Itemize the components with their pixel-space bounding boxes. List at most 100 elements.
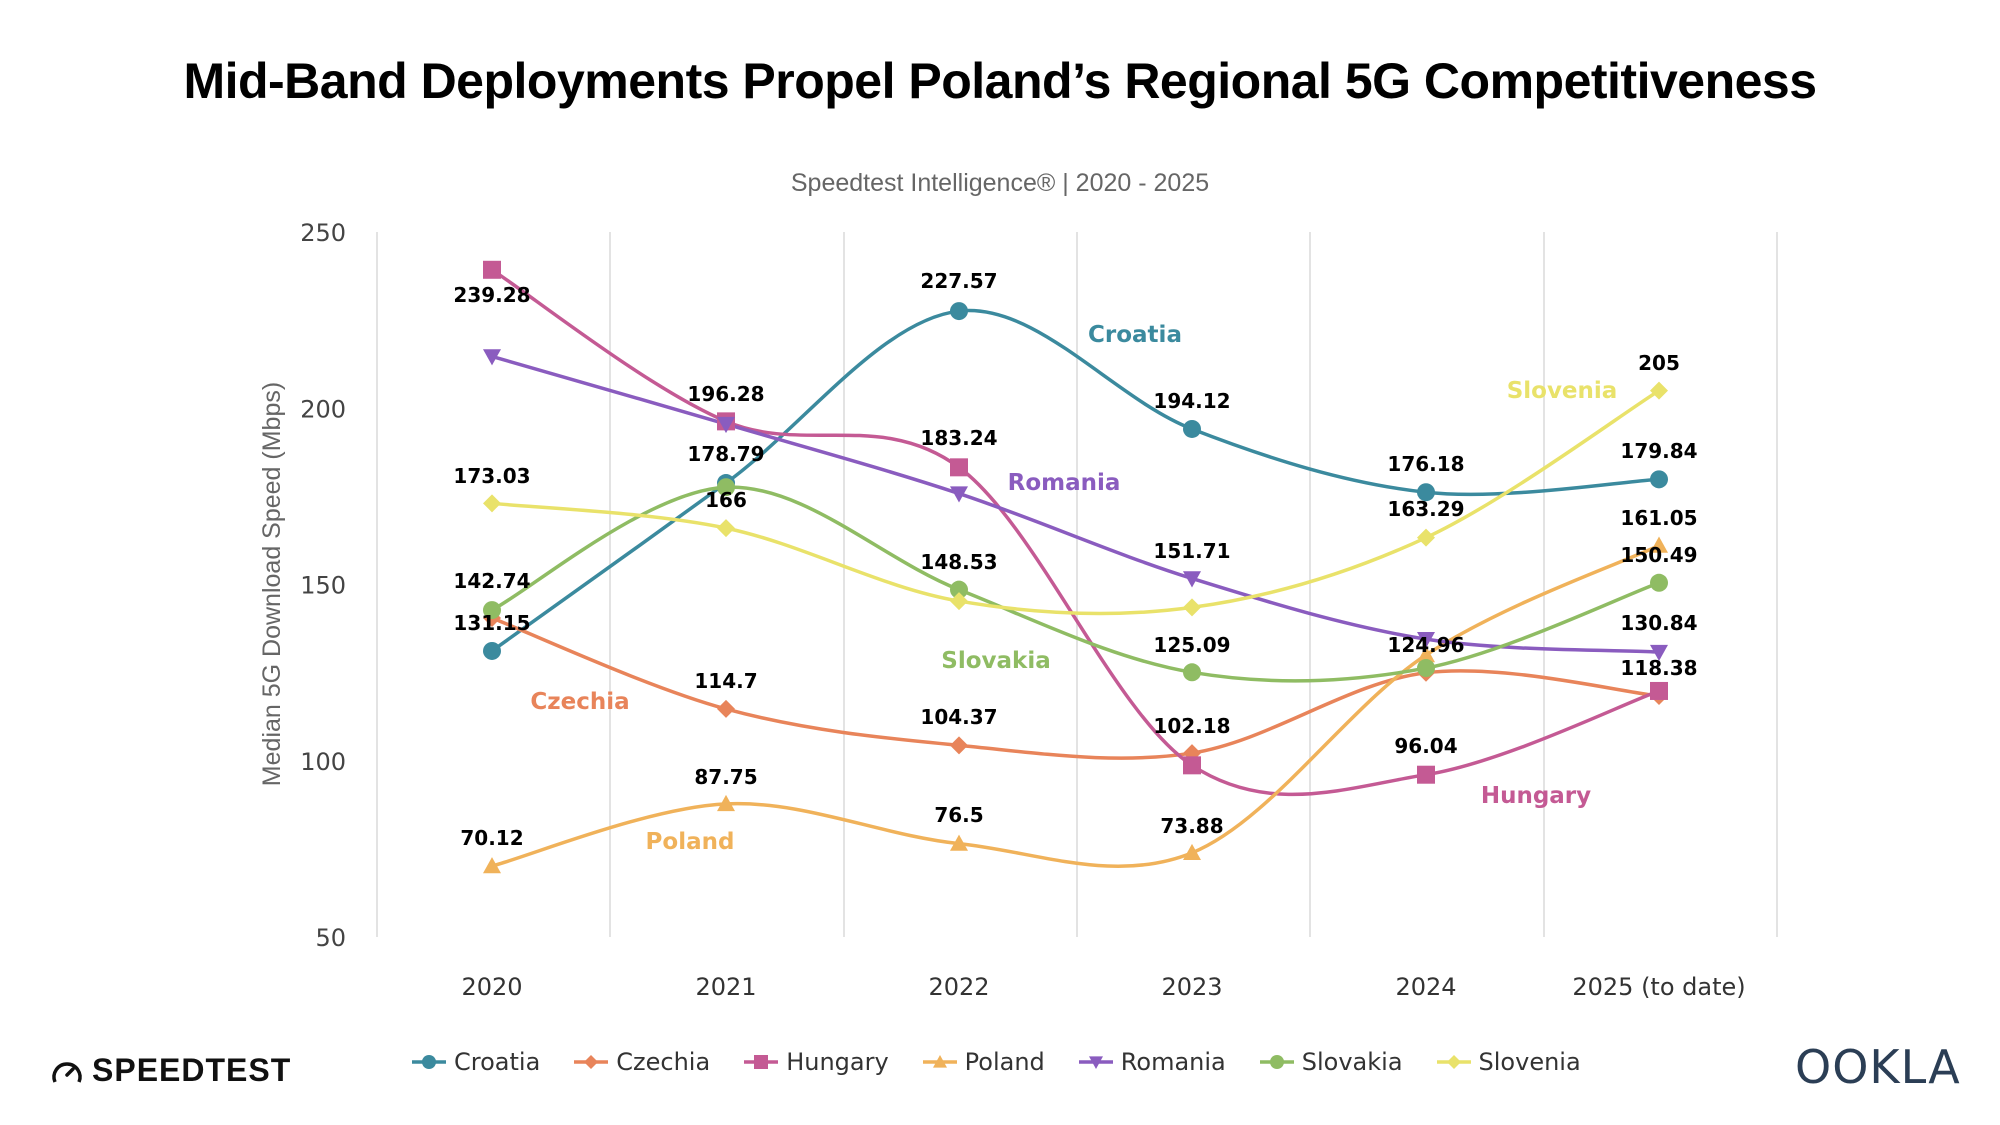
- legend-label: Croatia: [454, 1048, 541, 1076]
- legend-label: Czechia: [616, 1048, 711, 1076]
- legend-marker-poland-icon: [922, 1055, 957, 1068]
- x-tick-label: 2020: [461, 973, 522, 1001]
- data-label-poland: 87.75: [694, 765, 757, 789]
- marker-hungary: [1650, 681, 1668, 700]
- legend-item-czechia: Czechia: [574, 1048, 710, 1076]
- marker-croatia: [1417, 483, 1435, 502]
- marker-romania: [950, 486, 968, 503]
- legend-marker-croatia-icon: [412, 1055, 446, 1069]
- series-markers: [483, 260, 1668, 874]
- chart-title: Mid-Band Deployments Propel Poland’s Reg…: [183, 53, 1817, 109]
- legend-item-slovenia: Slovenia: [1436, 1048, 1581, 1076]
- series-label-hungary: Hungary: [1481, 783, 1591, 809]
- data-label-croatia: 176.18: [1387, 452, 1464, 476]
- data-label-slovakia: 150.49: [1620, 543, 1697, 567]
- y-axis-ticks: 250 200 150 100 50: [300, 219, 346, 952]
- y-tick-label: 100: [300, 748, 346, 776]
- marker-romania: [483, 349, 501, 366]
- data-label-poland: 73.88: [1160, 814, 1223, 838]
- data-label-romania: 151.71: [1153, 539, 1230, 563]
- legend-marker: [422, 1055, 436, 1069]
- data-label-slovenia: 166: [705, 488, 747, 512]
- series-lines: [490, 268, 1660, 868]
- x-tick-label: 2024: [1395, 973, 1456, 1001]
- x-tick-label: 2022: [928, 973, 989, 1001]
- legend-item-hungary: Hungary: [744, 1048, 889, 1076]
- marker-romania: [717, 416, 735, 434]
- line-romania: [491, 354, 1660, 654]
- marker-hungary: [950, 458, 968, 477]
- legend-label: Slovenia: [1478, 1048, 1581, 1076]
- data-label-czechia: 114.7: [694, 669, 757, 693]
- data-labels: 131.15 178.79 227.57 194.12 176.18 179.84 114.…: [453, 269, 1697, 850]
- marker-slovenia: [1183, 598, 1201, 617]
- series-label-slovakia: Slovakia: [941, 648, 1050, 674]
- series-label-croatia: Croatia: [1088, 322, 1182, 348]
- legend-marker-czechia-icon: [574, 1055, 609, 1069]
- marker-slovakia: [717, 478, 735, 497]
- ookla-logo: OOKLA: [1795, 1040, 1961, 1094]
- y-tick-label: 250: [300, 219, 346, 247]
- marker-poland: [950, 834, 968, 851]
- marker-poland: [1650, 536, 1668, 553]
- data-label-slovakia: 142.74: [453, 569, 530, 593]
- data-label-romania: 130.84: [1620, 611, 1697, 635]
- line-croatia: [490, 308, 1660, 653]
- marker-slovakia: [1650, 573, 1668, 592]
- marker-slovakia: [1417, 659, 1435, 678]
- data-label-hungary: 196.28: [687, 382, 764, 406]
- legend-item-slovakia: Slovakia: [1259, 1048, 1403, 1076]
- marker-slovenia: [1650, 381, 1668, 400]
- data-label-czechia: 118.38: [1620, 656, 1697, 680]
- y-tick-label: 50: [315, 924, 346, 952]
- legend-marker: [932, 1055, 947, 1068]
- legend-label: Slovakia: [1301, 1048, 1403, 1076]
- legend-marker-slovenia-icon: [1436, 1055, 1471, 1069]
- series-label-poland: Poland: [646, 829, 735, 855]
- legend: Croatia Czechia Hungary Poland Romania Slovak…: [412, 1048, 1581, 1076]
- data-label-poland: 76.5: [934, 803, 983, 827]
- legend-label: Hungary: [786, 1048, 889, 1076]
- legend-marker-romania-icon: [1078, 1056, 1113, 1069]
- marker-slovenia: [1417, 528, 1435, 547]
- data-label-slovakia: 148.53: [920, 550, 997, 574]
- marker-croatia: [1650, 470, 1668, 489]
- legend-item-romania: Romania: [1078, 1048, 1226, 1076]
- marker-slovakia: [950, 580, 968, 599]
- y-tick-label: 150: [300, 572, 346, 600]
- y-axis-title: Median 5G Download Speed (Mbps): [258, 382, 286, 786]
- speedtest-wordmark: SPEEDTEST: [92, 1052, 292, 1088]
- line-hungary: [491, 268, 1660, 797]
- data-label-hungary: 183.24: [920, 426, 997, 450]
- data-label-croatia: 178.79: [687, 442, 764, 466]
- data-label-slovakia: 125.09: [1153, 633, 1230, 657]
- legend-marker: [584, 1055, 599, 1069]
- legend-marker: [754, 1055, 769, 1069]
- data-label-slovenia: 163.29: [1387, 497, 1464, 521]
- marker-slovenia: [483, 494, 501, 513]
- legend-label: Poland: [964, 1048, 1045, 1076]
- line-poland: [491, 543, 1660, 868]
- y-tick-label: 200: [300, 395, 346, 423]
- marker-hungary: [1417, 765, 1435, 784]
- series-label-romania: Romania: [1008, 470, 1121, 496]
- x-tick-label: 2021: [695, 973, 756, 1001]
- marker-romania: [1417, 631, 1435, 649]
- chart-subtitle: Speedtest Intelligence® | 2020 - 2025: [790, 169, 1210, 197]
- marker-slovakia: [483, 601, 501, 620]
- marker-croatia: [950, 302, 968, 321]
- legend-item-croatia: Croatia: [412, 1048, 540, 1076]
- marker-croatia: [1183, 419, 1201, 438]
- marker-hungary: [483, 260, 501, 279]
- data-label-hungary: 96.04: [1394, 734, 1457, 758]
- data-label-poland: 161.05: [1620, 506, 1697, 530]
- legend-marker: [1446, 1055, 1461, 1069]
- data-label-czechia: 124.96: [1387, 633, 1464, 657]
- marker-romania: [1183, 571, 1201, 588]
- marker-poland: [1183, 843, 1201, 861]
- data-label-croatia: 194.12: [1153, 389, 1230, 413]
- marker-slovenia: [950, 592, 968, 611]
- line-czechia: [491, 616, 1660, 760]
- data-label-slovenia: 205: [1638, 351, 1680, 375]
